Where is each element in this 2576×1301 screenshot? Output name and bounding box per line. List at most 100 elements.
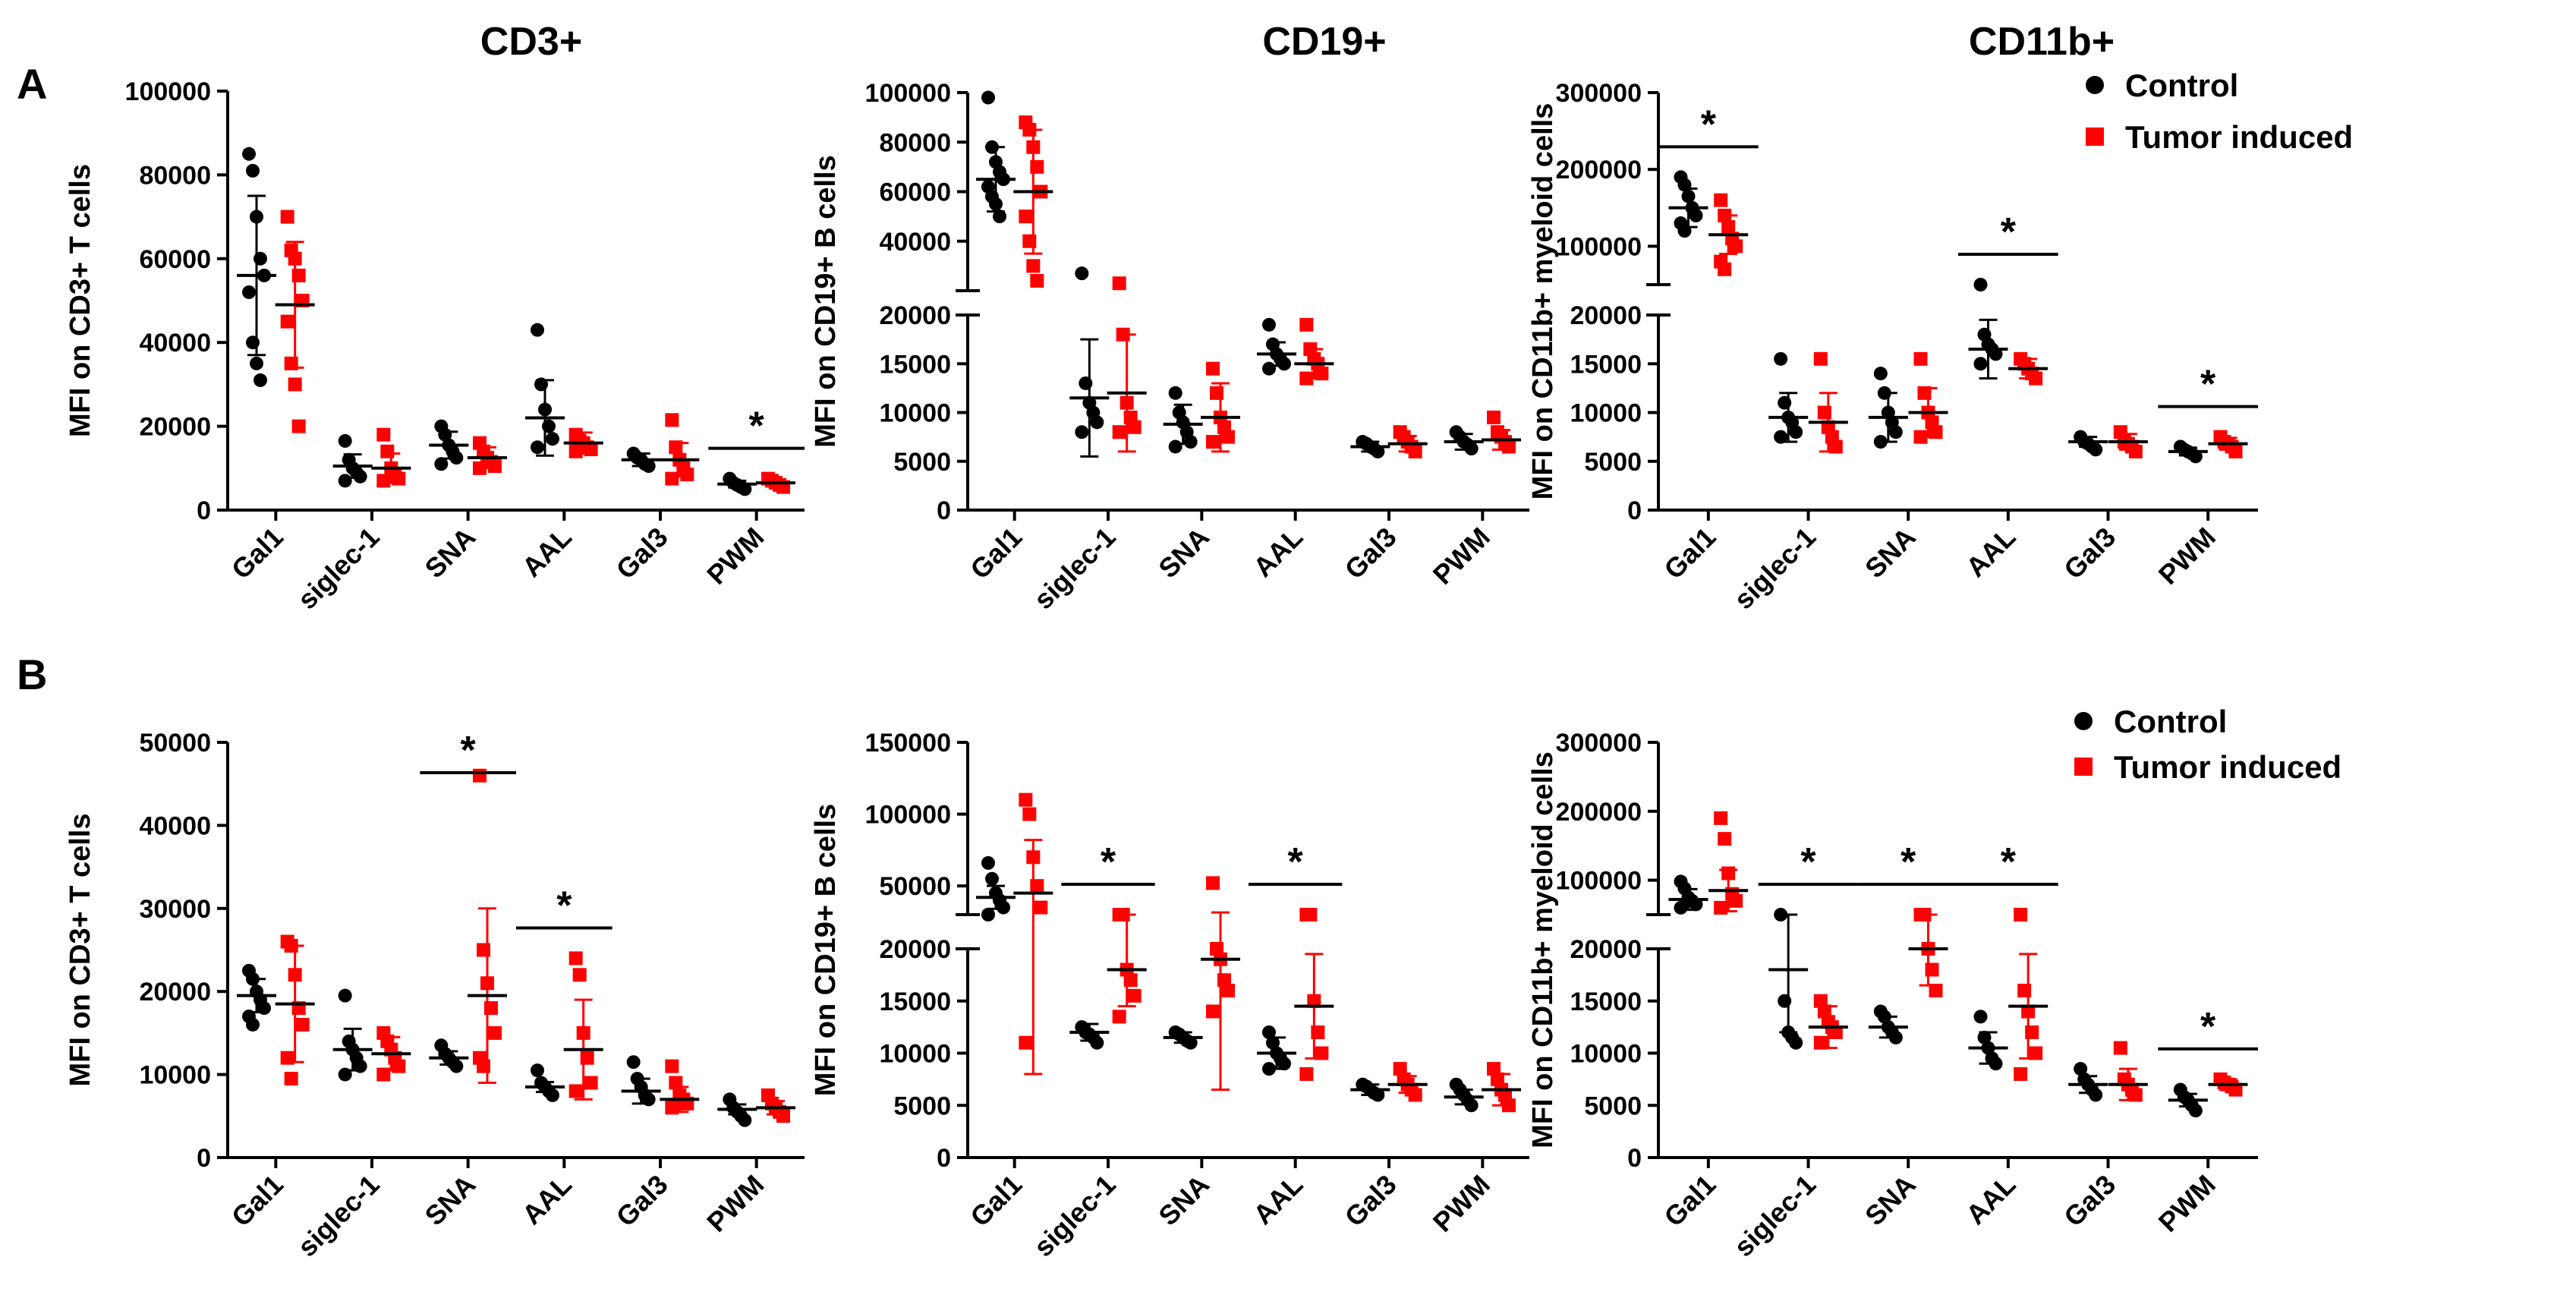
data-point-control <box>1262 1025 1276 1039</box>
data-point-tumor <box>1030 273 1044 288</box>
data-point-tumor <box>376 474 391 488</box>
significance-star: * <box>2001 840 2017 884</box>
x-tick-label: Gal1 <box>964 521 1028 585</box>
data-point-control <box>1973 357 1988 371</box>
data-point-tumor <box>1828 1025 1843 1039</box>
data-point-control <box>546 432 559 446</box>
y-tick-label: 0 <box>1627 1144 1642 1173</box>
data-point-control <box>1168 386 1183 400</box>
y-tick-label: 60000 <box>879 178 951 207</box>
data-point-tumor <box>1299 1067 1314 1081</box>
data-point-tumor <box>1714 900 1728 915</box>
data-point-control <box>1973 1010 1988 1024</box>
x-tick-label: siglec-1 <box>1028 521 1122 616</box>
y-tick-label: 15000 <box>879 988 951 1016</box>
data-point-control <box>1262 317 1276 332</box>
y-tick-label: 40000 <box>879 228 951 257</box>
data-point-tumor <box>1729 239 1743 254</box>
data-point-control <box>1262 361 1276 376</box>
data-point-tumor <box>288 377 302 392</box>
y-tick-label: 300000 <box>1556 729 1642 758</box>
significance-star: * <box>1701 102 1717 146</box>
data-point-tumor <box>1502 439 1516 454</box>
data-point-control <box>1183 435 1198 449</box>
data-point-tumor <box>1929 425 1943 439</box>
y-tick-label: 50000 <box>879 872 951 901</box>
column-title-cd11b: CD11b+ <box>1969 20 2115 64</box>
data-point-tumor <box>776 1109 790 1123</box>
data-point-control <box>993 209 1006 224</box>
y-tick-label: 20000 <box>139 413 211 442</box>
x-tick-label: Gal3 <box>2058 1169 2121 1233</box>
y-tick-label: 30000 <box>139 895 211 924</box>
data-point-control <box>449 1059 464 1073</box>
data-point-control <box>1075 266 1089 281</box>
data-point-control <box>1774 430 1788 444</box>
data-point-tumor <box>1487 1062 1501 1076</box>
data-point-tumor <box>280 209 294 224</box>
data-point-control <box>338 988 352 1003</box>
data-point-tumor <box>1315 367 1329 381</box>
y-tick-label: 15000 <box>1570 350 1642 379</box>
data-point-control <box>1090 1035 1104 1050</box>
x-tick-label: SNA <box>1152 521 1215 584</box>
y-tick-label: 10000 <box>1570 399 1642 428</box>
data-point-tumor <box>1913 351 1928 366</box>
y-tick-label: 10000 <box>879 399 951 428</box>
data-point-control <box>1674 900 1688 915</box>
data-point-control <box>254 373 267 387</box>
y-tick-label: 200000 <box>1556 156 1642 184</box>
x-tick-label: AAL <box>516 521 578 583</box>
data-point-tumor <box>2113 1041 2127 1055</box>
data-point-tumor <box>1206 435 1220 449</box>
data-point-tumor <box>1026 259 1041 273</box>
y-tick-label: 20000 <box>879 301 951 330</box>
y-tick-label: 20000 <box>139 978 211 1006</box>
x-tick-label: SNA <box>419 1169 482 1232</box>
data-point-control <box>1873 367 1888 381</box>
y-tick-label: 5000 <box>1584 448 1642 477</box>
y-tick-label: 0 <box>937 496 951 525</box>
data-point-tumor <box>568 444 583 458</box>
data-point-tumor <box>280 314 294 329</box>
data-point-tumor <box>568 1084 583 1098</box>
y-tick-label: 100000 <box>865 79 951 108</box>
y-tick-label: 300000 <box>1556 79 1642 108</box>
data-point-control <box>981 855 995 870</box>
x-tick-label: Gal1 <box>1658 1169 1721 1233</box>
row-label-a: A <box>17 60 47 108</box>
panel-b-cd19: 0 5000 10000 15000 20000 50000 100000 150000 MFI… <box>810 729 1529 1262</box>
y-tick-label: 100000 <box>865 801 951 830</box>
x-tick-label: Gal3 <box>609 1169 673 1233</box>
data-point-control <box>531 440 544 455</box>
data-point-tumor <box>572 968 587 982</box>
data-point-control <box>1090 415 1104 430</box>
x-tick-label: PWM <box>2152 521 2222 591</box>
data-point-control <box>626 1055 641 1069</box>
panel-a-cd3: 0 20000 40000 60000 80000 100000 MFI on CD3+ T… <box>65 77 805 615</box>
data-point-control <box>997 900 1010 915</box>
data-point-tumor <box>665 413 679 427</box>
legend-tumor-marker <box>2086 128 2104 146</box>
data-point-control <box>338 433 352 448</box>
x-tick-label: SNA <box>1859 1169 1922 1232</box>
data-point-tumor <box>1813 994 1828 1008</box>
significance-star: * <box>556 884 572 928</box>
y-axis-label: MFI on CD3+ T cells <box>65 813 96 1086</box>
data-point-control <box>1277 357 1291 371</box>
y-tick-label: 20000 <box>1570 935 1642 964</box>
x-tick-label: AAL <box>1960 521 2021 583</box>
data-point-tumor <box>1718 262 1732 276</box>
x-tick-label: SNA <box>419 521 482 584</box>
y-tick-label: 100000 <box>1556 867 1642 896</box>
legend-control-marker <box>2086 76 2104 94</box>
data-point-tumor <box>2228 444 2243 458</box>
y-axis-label: MFI on CD11b+ myeloid cells <box>1527 751 1559 1148</box>
data-point-control <box>981 90 995 105</box>
data-point-tumor <box>1206 361 1220 376</box>
data-point-control <box>531 323 544 337</box>
data-point-control <box>1689 208 1703 222</box>
y-tick-label: 5000 <box>893 1092 951 1120</box>
panel-a-cd19: 0 5000 10000 15000 20000 40000 60000 80000 10000… <box>810 79 1529 615</box>
